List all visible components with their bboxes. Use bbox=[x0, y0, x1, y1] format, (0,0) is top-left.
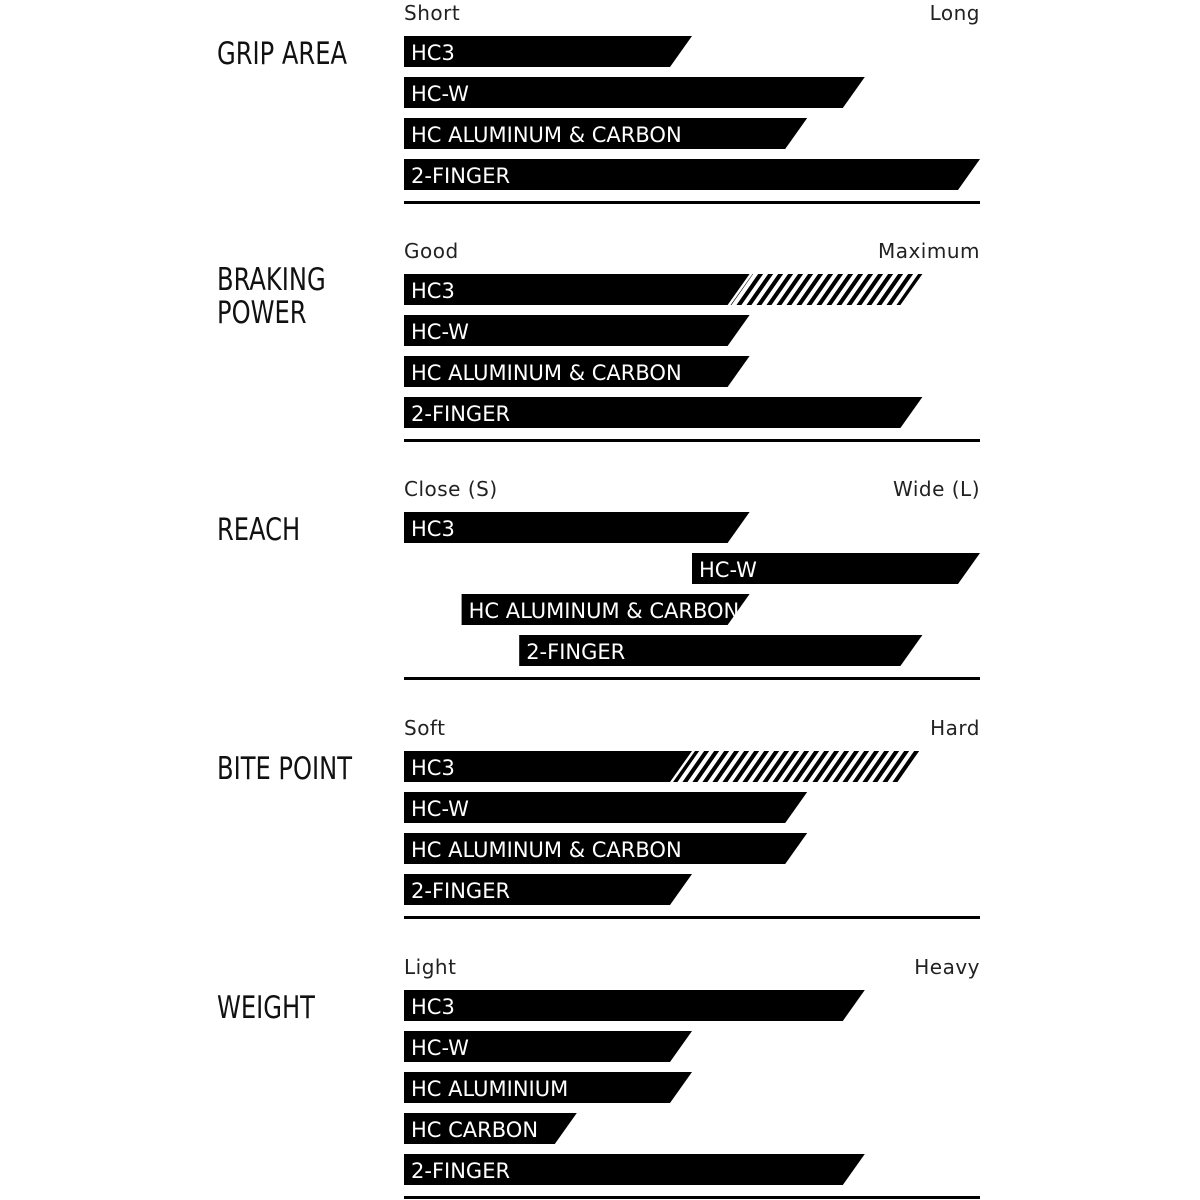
axis-max-label: Maximum bbox=[878, 239, 980, 263]
bar bbox=[519, 635, 923, 666]
bar-label: HC3 bbox=[411, 517, 455, 541]
axis-min-label: Close (S) bbox=[404, 477, 498, 501]
bar bbox=[404, 990, 865, 1021]
bar-label: HC-W bbox=[411, 82, 469, 106]
axis-min-label: Light bbox=[404, 955, 456, 979]
axis-max-label: Heavy bbox=[914, 955, 980, 979]
bar-label: HC ALUMINUM & CARBON bbox=[469, 599, 740, 623]
section-title: BITE POINT bbox=[217, 750, 353, 787]
bar bbox=[404, 1154, 865, 1185]
bar bbox=[404, 833, 808, 864]
bar bbox=[404, 1113, 577, 1144]
section-title: BRAKING POWER bbox=[217, 261, 326, 331]
bar-label: HC ALUMINUM & CARBON bbox=[411, 838, 682, 862]
bar bbox=[404, 792, 808, 823]
bar-label: HC ALUMINIUM bbox=[411, 1077, 568, 1101]
axis-min-label: Good bbox=[404, 239, 459, 263]
bar bbox=[404, 118, 808, 149]
section-title: REACH bbox=[217, 511, 300, 548]
bar bbox=[404, 874, 692, 905]
section-baseline bbox=[404, 201, 980, 204]
section-title: WEIGHT bbox=[217, 989, 316, 1026]
axis-max-label: Hard bbox=[930, 716, 980, 740]
bar bbox=[404, 397, 923, 428]
bar-label: HC3 bbox=[411, 756, 455, 780]
bar bbox=[404, 36, 692, 67]
bar bbox=[692, 553, 980, 584]
section-title: GRIP AREA bbox=[217, 35, 347, 72]
bar-label: HC ALUMINUM & CARBON bbox=[411, 361, 682, 385]
axis-min-label: Soft bbox=[404, 716, 445, 740]
section-baseline bbox=[404, 439, 980, 442]
bar bbox=[404, 274, 750, 305]
bar bbox=[404, 751, 692, 782]
axis-max-label: Wide (L) bbox=[893, 477, 980, 501]
bar-label: HC ALUMINUM & CARBON bbox=[411, 123, 682, 147]
bar-label: HC CARBON bbox=[411, 1118, 538, 1142]
bar-label: HC-W bbox=[411, 797, 469, 821]
bar bbox=[404, 77, 865, 108]
bar-label: 2-FINGER bbox=[526, 640, 625, 664]
bar bbox=[461, 594, 750, 625]
bar-label: 2-FINGER bbox=[411, 1159, 510, 1183]
bar bbox=[404, 512, 750, 543]
bar-label: HC3 bbox=[411, 279, 455, 303]
bar-label: HC-W bbox=[411, 1036, 469, 1060]
bar-label: HC3 bbox=[411, 41, 455, 65]
bar bbox=[404, 159, 980, 190]
bar-label: HC3 bbox=[411, 995, 455, 1019]
bar-label: HC-W bbox=[411, 320, 469, 344]
bar bbox=[404, 356, 750, 387]
bar-label: 2-FINGER bbox=[411, 164, 510, 188]
bar-label: HC-W bbox=[699, 558, 757, 582]
bar-hatched-extension bbox=[730, 274, 923, 305]
bar-label: 2-FINGER bbox=[411, 402, 510, 426]
section-baseline bbox=[404, 1196, 980, 1199]
section-baseline bbox=[404, 677, 980, 680]
bar-hatched-extension bbox=[673, 751, 923, 782]
section-baseline bbox=[404, 916, 980, 919]
bar bbox=[404, 315, 750, 346]
bar-label: 2-FINGER bbox=[411, 879, 510, 903]
bar bbox=[404, 1072, 692, 1103]
axis-max-label: Long bbox=[930, 1, 980, 25]
bar bbox=[404, 1031, 692, 1062]
axis-min-label: Short bbox=[404, 1, 460, 25]
